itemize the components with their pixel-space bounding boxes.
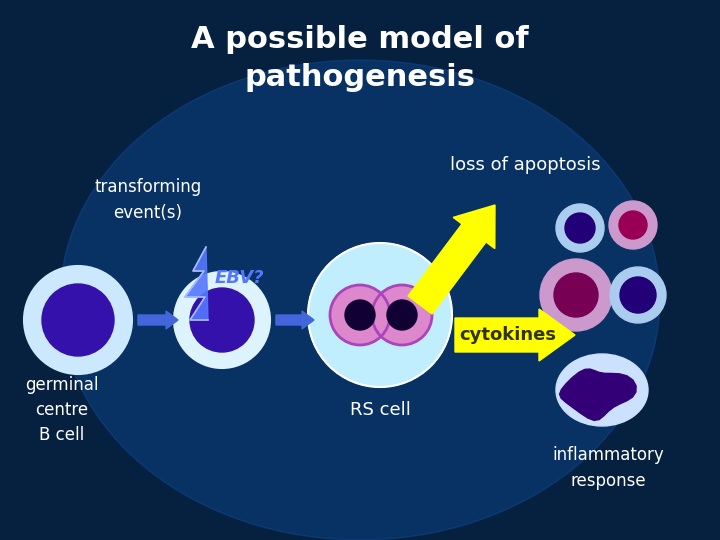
Text: transforming
event(s): transforming event(s) (94, 179, 202, 221)
FancyArrow shape (455, 309, 575, 361)
Text: RS cell: RS cell (350, 401, 410, 419)
Circle shape (330, 285, 390, 345)
Text: germinal
centre
B cell: germinal centre B cell (25, 376, 99, 444)
Circle shape (554, 273, 598, 317)
Polygon shape (185, 247, 208, 320)
Circle shape (42, 284, 114, 356)
Circle shape (345, 300, 375, 330)
FancyArrow shape (276, 311, 314, 329)
Text: loss of apoptosis: loss of apoptosis (450, 156, 600, 174)
Circle shape (190, 288, 254, 352)
Circle shape (387, 300, 417, 330)
Circle shape (174, 272, 270, 368)
Polygon shape (559, 369, 636, 421)
Circle shape (540, 259, 612, 331)
Circle shape (372, 285, 432, 345)
Circle shape (24, 266, 132, 374)
FancyArrow shape (138, 311, 178, 329)
Circle shape (620, 277, 656, 313)
Circle shape (308, 243, 452, 387)
Circle shape (565, 213, 595, 243)
Ellipse shape (60, 60, 660, 540)
Circle shape (619, 211, 647, 239)
Circle shape (610, 267, 666, 323)
Text: inflammatory
response: inflammatory response (552, 447, 664, 489)
Text: cytokines: cytokines (459, 326, 557, 344)
Circle shape (556, 204, 604, 252)
Text: pathogenesis: pathogenesis (245, 64, 475, 92)
Ellipse shape (556, 354, 648, 426)
Circle shape (609, 201, 657, 249)
FancyArrow shape (408, 205, 495, 314)
Text: EBV?: EBV? (215, 269, 265, 287)
Text: A possible model of: A possible model of (192, 25, 528, 55)
